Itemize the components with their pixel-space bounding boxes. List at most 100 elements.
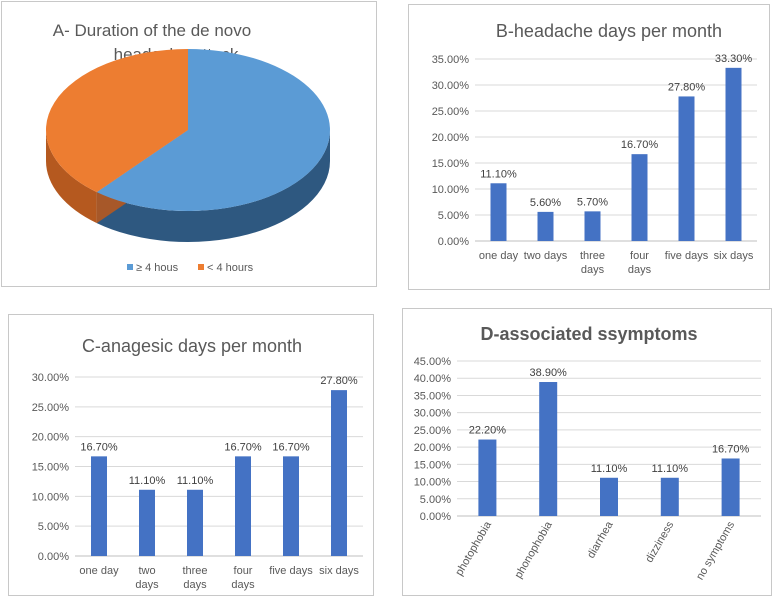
chart-title: B-headache days per month (496, 21, 722, 41)
data-label: 11.10% (177, 475, 214, 487)
data-label: 11.10% (591, 463, 628, 475)
chart-panel-d: D-associated ssymptoms 0.00% 5.00% 10.00% 15… (402, 308, 772, 596)
data-label: 22.20% (469, 425, 507, 437)
chart-panel-c: C-anagesic days per month 0.00% 5.00% 10.00… (8, 314, 374, 596)
x-tick-label: diarrhea (585, 519, 616, 561)
y-tick-label: 25.00% (432, 106, 470, 118)
x-tick-label: two (138, 565, 155, 577)
y-tick-label: 25.00% (414, 425, 452, 437)
data-label: 16.70% (712, 443, 750, 455)
y-tick-label: 45.00% (414, 356, 452, 368)
bar (490, 183, 507, 241)
data-label: 16.70% (224, 441, 262, 453)
bar (584, 211, 601, 241)
x-tick-label: days (231, 579, 255, 591)
x-tick-label: three (580, 250, 605, 262)
data-label: 11.10% (129, 475, 166, 487)
x-tick-label: days (628, 264, 652, 276)
y-tick-label: 5.00% (438, 210, 469, 222)
bar (91, 456, 107, 556)
y-tick-label: 15.00% (32, 462, 70, 474)
y-tick-label: 10.00% (32, 491, 70, 503)
y-tick-label: 0.00% (420, 511, 451, 523)
x-tick-label: one day (79, 565, 119, 577)
bar-chart-d: D-associated ssymptoms 0.00% 5.00% 10.00% 15… (414, 324, 761, 582)
pie-slice-side-0 (96, 130, 330, 243)
y-tick-label: 20.00% (414, 442, 452, 454)
y-tick-label: 10.00% (414, 477, 452, 489)
legend-swatch (127, 264, 133, 270)
pie-slice-0 (96, 49, 330, 211)
bar (283, 456, 299, 556)
data-label: 38.90% (530, 367, 568, 379)
x-tick-label: phonophobia (513, 519, 556, 581)
x-tick-label: four (234, 565, 253, 577)
y-tick-label: 40.00% (414, 373, 452, 385)
x-tick-label: two days (524, 250, 568, 262)
x-tick-label: four (630, 250, 649, 262)
data-label: 27.80% (668, 81, 706, 93)
legend-label: ≥ 4 hous (136, 262, 179, 274)
x-tick-label: five days (665, 250, 709, 262)
bar (331, 390, 347, 556)
bar-chart-b: B-headache days per month 0.00% 5.00% 10.00… (432, 21, 757, 276)
legend-label: < 4 hours (207, 262, 254, 274)
x-tick-label: days (135, 579, 159, 591)
data-label: 5.70% (577, 196, 608, 208)
x-tick-label: six days (714, 250, 754, 262)
bar (235, 456, 251, 556)
data-label: 27.80% (320, 375, 358, 387)
y-tick-label: 35.00% (432, 54, 470, 66)
y-tick-label: 30.00% (414, 408, 452, 420)
y-tick-label: 30.00% (432, 80, 470, 92)
chart-title-line: A- Duration of the de novo (53, 21, 251, 40)
bar (600, 477, 618, 516)
bar (725, 67, 742, 241)
chart-title: C-anagesic days per month (82, 336, 302, 356)
x-tick-label: six days (319, 565, 359, 577)
bar (187, 489, 203, 556)
y-tick-label: 20.00% (432, 132, 470, 144)
x-tick-label: days (581, 264, 605, 276)
y-tick-label: 20.00% (32, 432, 70, 444)
bar-chart-c: C-anagesic days per month 0.00% 5.00% 10.00… (32, 336, 363, 591)
bar (660, 477, 679, 516)
data-label: 11.10% (480, 168, 517, 180)
legend-swatch (198, 264, 204, 270)
data-label: 33.30% (715, 53, 753, 65)
bar (478, 439, 497, 516)
y-tick-label: 25.00% (32, 402, 70, 414)
data-label: 16.70% (80, 441, 118, 453)
data-label: 16.70% (621, 139, 659, 151)
pie-slice-side-1 (46, 130, 97, 224)
data-label: 16.70% (272, 441, 310, 453)
y-tick-label: 35.00% (414, 390, 452, 402)
x-tick-label: no symptoms (694, 519, 737, 582)
data-label: 5.60% (530, 197, 561, 209)
y-tick-label: 15.00% (432, 158, 470, 170)
x-tick-label: days (183, 579, 207, 591)
y-tick-label: 0.00% (38, 551, 69, 563)
bar (678, 96, 695, 241)
bar (539, 382, 558, 516)
pie-chart-a: A- Duration of the de novoheadache attac… (45, 21, 330, 274)
bar (721, 458, 740, 516)
x-tick-label: three (182, 565, 207, 577)
bar (537, 211, 554, 241)
y-tick-label: 5.00% (420, 494, 451, 506)
y-tick-label: 15.00% (414, 459, 452, 471)
x-tick-label: photophobia (453, 519, 494, 578)
x-tick-label: one day (479, 250, 519, 262)
bar (631, 154, 648, 241)
data-label: 11.10% (652, 463, 689, 475)
bar (139, 489, 155, 556)
chart-panel-a: A- Duration of the de novoheadache attac… (1, 1, 377, 287)
x-tick-label: five days (269, 565, 313, 577)
y-tick-label: 30.00% (32, 372, 70, 384)
y-tick-label: 10.00% (432, 184, 470, 196)
y-tick-label: 0.00% (438, 236, 469, 248)
chart-title: D-associated ssymptoms (480, 324, 697, 344)
pie-slice-1 (45, 49, 188, 193)
y-tick-label: 5.00% (38, 521, 69, 533)
chart-panel-b: B-headache days per month 0.00% 5.00% 10.00… (408, 4, 770, 290)
